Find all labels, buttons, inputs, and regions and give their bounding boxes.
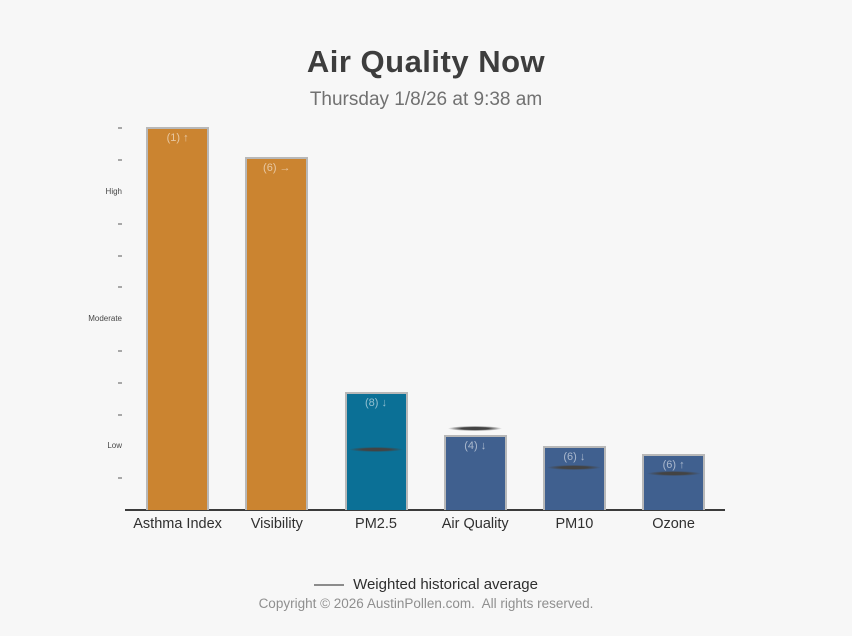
y-axis-tick	[118, 254, 122, 257]
bar-value-label: (1) ↑	[166, 131, 189, 144]
bar-value-label: (4) ↓	[464, 440, 487, 453]
x-axis-line	[125, 509, 725, 511]
y-axis-tick	[118, 286, 122, 289]
historical-average-marker	[448, 426, 503, 432]
bar-value-label: (6) ↑	[662, 459, 685, 472]
y-axis-level-label: Low	[107, 441, 122, 451]
y-axis-tick	[118, 127, 122, 130]
bar-air-quality: (4) ↓	[443, 435, 507, 510]
legend-line-swatch	[314, 583, 345, 586]
y-axis-tick	[118, 381, 122, 384]
y-axis-tick	[118, 159, 122, 162]
y-axis-tick	[118, 222, 122, 225]
bar-visibility: (6) →	[245, 157, 309, 510]
x-axis-category-label: PM10	[555, 516, 594, 532]
y-axis-tick	[118, 413, 122, 416]
y-axis-tick	[118, 350, 122, 352]
y-axis-level-label: High	[105, 187, 122, 196]
chart-title: Air Quality Now	[306, 44, 546, 79]
y-axis-tick	[118, 477, 122, 480]
y-axis-level-label: Moderate	[88, 314, 122, 324]
legend-label: Weighted historical average	[353, 576, 538, 593]
x-axis-category-label: Asthma Index	[133, 516, 222, 532]
historical-average-marker	[349, 447, 403, 453]
x-axis-category-label: Visibility	[250, 516, 303, 532]
bar-pm10: (6) ↓	[542, 446, 606, 510]
x-axis-category-label: Ozone	[652, 516, 695, 532]
bar-asthma-index: (1) ↑	[146, 126, 210, 510]
x-axis-category-label: PM2.5	[355, 516, 397, 532]
chart-subtitle: Thursday 1/8/26 at 9:38 am	[309, 89, 543, 110]
bar-ozone: (6) ↑	[642, 454, 706, 510]
x-axis-category-label: Air Quality	[441, 516, 509, 532]
bar-value-label: (6) ↓	[563, 451, 586, 464]
bar-value-label: (6) →	[263, 162, 291, 175]
historical-average-marker	[646, 470, 701, 476]
bar-value-label: (8) ↓	[365, 397, 387, 410]
historical-average-marker	[547, 464, 602, 470]
legend: Weighted historical average	[0, 576, 852, 593]
copyright-text: Copyright © 2026 AustinPollen.com. All r…	[258, 596, 594, 611]
